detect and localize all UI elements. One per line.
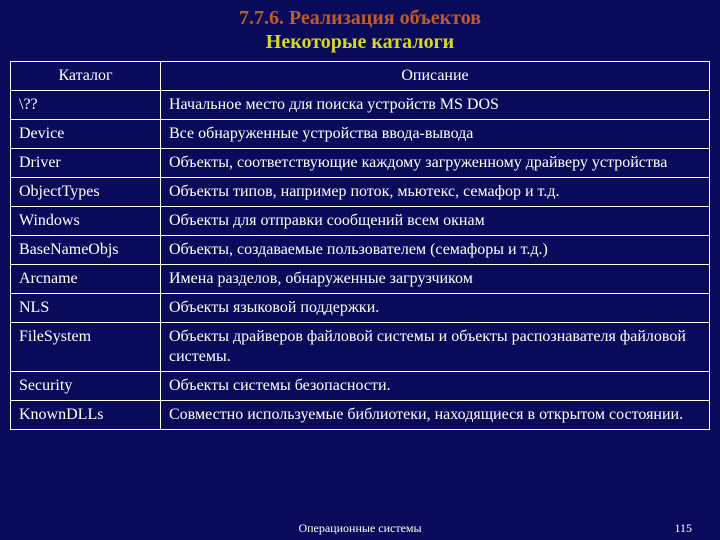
- cell-catalog: KnownDLLs: [11, 401, 161, 430]
- table-row: Windows Объекты для отправки сообщений в…: [11, 207, 710, 236]
- table-row: Device Все обнаруженные устройства ввода…: [11, 120, 710, 149]
- table-body: \?? Начальное место для поиска устройств…: [11, 91, 710, 430]
- column-header-catalog: Каталог: [11, 62, 161, 91]
- cell-description: Объекты, соответствующие каждому загруже…: [161, 149, 710, 178]
- table-row: BaseNameObjs Объекты, создаваемые пользо…: [11, 236, 710, 265]
- table-row: FileSystem Объекты драйверов файловой си…: [11, 323, 710, 372]
- footer-text: Операционные системы: [0, 521, 720, 536]
- cell-catalog: NLS: [11, 294, 161, 323]
- table-row: ObjectTypes Объекты типов, например пото…: [11, 178, 710, 207]
- cell-description: Объекты системы безопасности.: [161, 372, 710, 401]
- cell-catalog: \??: [11, 91, 161, 120]
- column-header-description: Описание: [161, 62, 710, 91]
- cell-description: Имена разделов, обнаруженные загрузчиком: [161, 265, 710, 294]
- catalogs-table: Каталог Описание \?? Начальное место для…: [10, 61, 710, 430]
- cell-catalog: Security: [11, 372, 161, 401]
- cell-description: Объекты языковой поддержки.: [161, 294, 710, 323]
- table-row: KnownDLLs Совместно используемые библиот…: [11, 401, 710, 430]
- cell-description: Совместно используемые библиотеки, наход…: [161, 401, 710, 430]
- cell-description: Объекты, создаваемые пользователем (сема…: [161, 236, 710, 265]
- cell-catalog: ObjectTypes: [11, 178, 161, 207]
- cell-catalog: FileSystem: [11, 323, 161, 372]
- title-line-1: 7.7.6. Реализация объектов: [0, 6, 720, 30]
- cell-catalog: Device: [11, 120, 161, 149]
- title-line-2: Некоторые каталоги: [0, 30, 720, 55]
- cell-catalog: Windows: [11, 207, 161, 236]
- cell-catalog: BaseNameObjs: [11, 236, 161, 265]
- table-row: Driver Объекты, соответствующие каждому …: [11, 149, 710, 178]
- cell-description: Все обнаруженные устройства ввода-вывода: [161, 120, 710, 149]
- table-row: Security Объекты системы безопасности.: [11, 372, 710, 401]
- cell-description: Объекты типов, например поток, мьютекс, …: [161, 178, 710, 207]
- page-number: 115: [674, 521, 692, 536]
- cell-description: Объекты драйверов файловой системы и объ…: [161, 323, 710, 372]
- table-header-row: Каталог Описание: [11, 62, 710, 91]
- table-row: Arcname Имена разделов, обнаруженные заг…: [11, 265, 710, 294]
- cell-description: Начальное место для поиска устройств MS …: [161, 91, 710, 120]
- cell-catalog: Arcname: [11, 265, 161, 294]
- cell-catalog: Driver: [11, 149, 161, 178]
- table-row: \?? Начальное место для поиска устройств…: [11, 91, 710, 120]
- table-row: NLS Объекты языковой поддержки.: [11, 294, 710, 323]
- slide-title: 7.7.6. Реализация объектов Некоторые кат…: [0, 0, 720, 61]
- cell-description: Объекты для отправки сообщений всем окна…: [161, 207, 710, 236]
